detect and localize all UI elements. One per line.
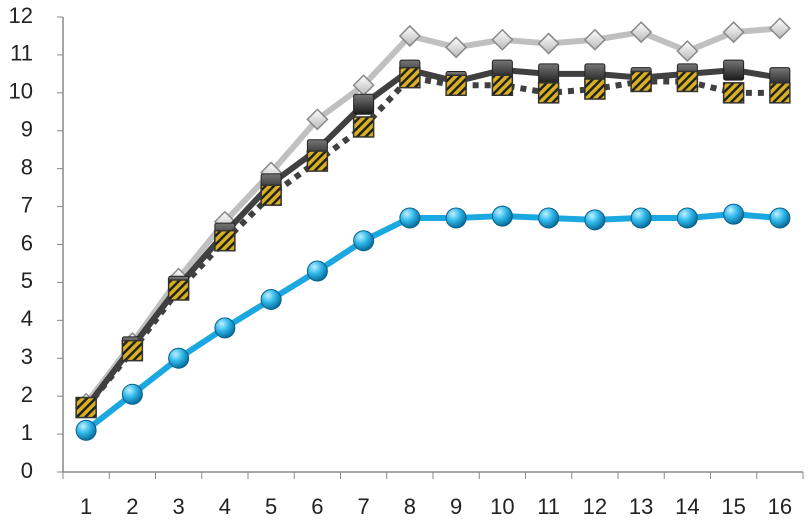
circle-marker [630,207,652,229]
hatched-marker [352,116,375,138]
circle-marker [723,203,745,225]
series-line [83,67,781,410]
hatched-marker [75,396,97,419]
y-tick-label: 5 [21,268,33,293]
diamond-marker [445,36,468,59]
hatched-marker [399,66,421,89]
x-tick-label: 11 [537,494,560,519]
hatched-marker [630,70,652,93]
hatched-marker [214,229,236,252]
x-tick-label: 8 [404,494,416,519]
circle-marker [445,207,467,229]
diamond-marker [491,28,514,51]
circle-marker [491,205,513,227]
y-tick-label: 3 [21,344,33,369]
square-marker [353,93,375,115]
diamond-marker [306,108,329,131]
hatched-marker [769,82,791,104]
x-tick-label: 4 [219,494,231,519]
circle-marker [584,209,606,231]
hatched-marker [491,74,514,96]
x-tick-label: 10 [490,494,514,519]
circle-marker [353,230,375,252]
x-tick-label: 3 [173,494,185,519]
y-tick-label: 8 [21,154,33,179]
hatched-marker [537,82,560,104]
diamond-marker [398,24,421,48]
circle-marker [214,317,236,339]
y-tick-label: 6 [21,230,33,255]
hatched-marker [722,82,745,104]
y-tick-label: 10 [9,79,33,104]
hatched-marker [445,74,467,96]
x-tick-label: 16 [768,494,792,519]
hatched-marker [167,279,190,301]
y-tick-label: 11 [10,41,33,66]
circle-marker [538,207,560,229]
x-tick-label: 7 [358,494,370,519]
y-tick-label: 0 [21,458,33,483]
diamond-marker [630,21,653,44]
y-tick-label: 4 [21,306,33,331]
hatched-marker [121,339,144,362]
hatched-marker [306,150,329,172]
x-tick-label: 2 [126,494,138,519]
circle-marker [121,383,143,405]
circle-marker [399,207,421,229]
x-tick-label: 9 [450,494,462,519]
square-marker [538,63,560,85]
hatched-marker [676,70,699,93]
x-tick-label: 13 [629,494,653,519]
hatched-marker [584,78,606,100]
x-tick-label: 5 [265,494,277,519]
diamond-marker [768,17,791,40]
diamond-marker [537,32,560,55]
y-tick-label: 2 [21,382,33,407]
circle-marker [260,288,282,310]
series-line [83,25,781,406]
circle-marker [306,260,328,282]
square-marker [723,59,745,81]
diamond-marker [722,21,745,44]
y-tick-label: 7 [21,192,33,217]
circle-marker [769,207,791,229]
x-tick-label: 1 [80,494,92,519]
y-tick-label: 1 [21,420,33,445]
diamond-marker [676,40,699,63]
circle-marker [676,207,698,229]
y-tick-label: 12 [9,3,33,28]
x-tick-label: 15 [721,494,745,519]
series-line [83,74,780,410]
circle-marker [75,419,97,441]
series-line [84,211,781,433]
x-tick-label: 6 [311,494,323,519]
x-tick-label: 14 [675,494,699,519]
diamond-marker [583,28,606,51]
hatched-marker [260,184,282,206]
circle-marker [168,347,190,369]
y-tick-label: 9 [21,117,33,142]
x-tick-label: 12 [583,494,607,519]
